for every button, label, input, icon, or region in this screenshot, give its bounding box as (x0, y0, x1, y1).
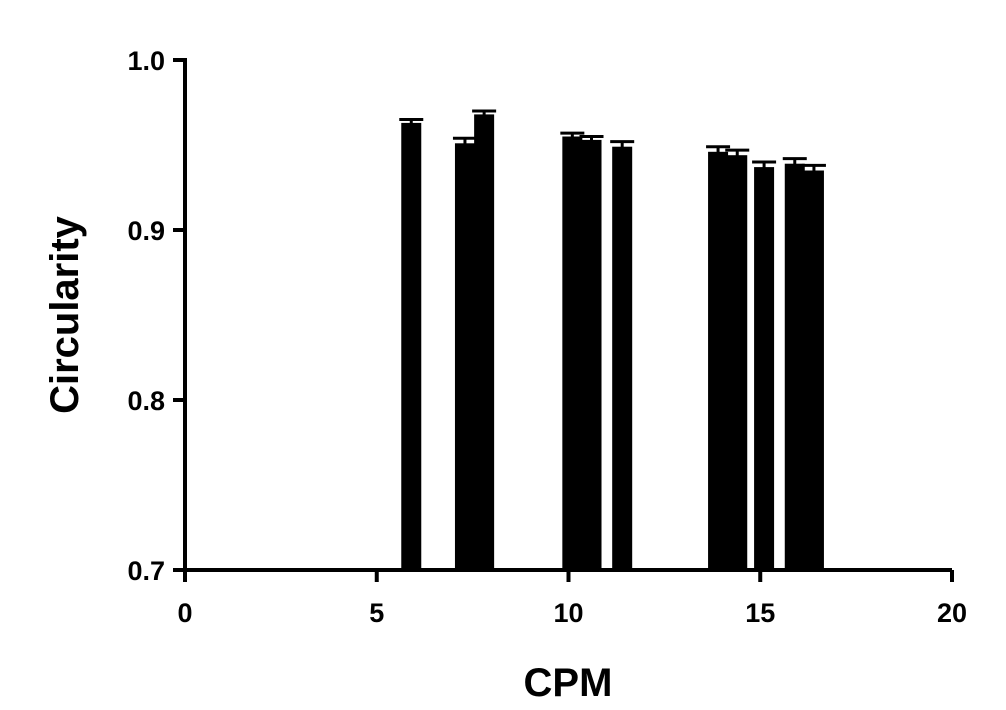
x-tick-label-0: 0 (177, 598, 192, 628)
y-axis-title: Circularity (43, 215, 87, 414)
y-tick-label-1: 0.8 (127, 386, 165, 416)
x-axis-title: CPM (524, 661, 613, 705)
bar-8 (754, 167, 775, 570)
bar-7 (727, 155, 748, 570)
x-tick-label-4: 20 (937, 598, 967, 628)
bar-1 (454, 143, 475, 571)
x-tick-label-1: 5 (369, 598, 384, 628)
bar-4 (581, 139, 602, 570)
ticks: 0.7 0.8 0.9 1.0 0 5 10 15 20 (127, 46, 967, 628)
bar-9 (784, 163, 805, 570)
y-tick-label-0: 0.7 (127, 556, 165, 586)
y-tick-label-3: 1.0 (127, 46, 165, 76)
bar-6 (708, 151, 729, 571)
bar-2 (474, 114, 495, 571)
bars (399, 109, 826, 571)
bar-0 (401, 122, 422, 571)
bar-10 (803, 170, 824, 570)
bar-5 (612, 146, 633, 570)
bar-3 (562, 136, 583, 570)
y-tick-label-2: 0.9 (127, 216, 165, 246)
x-tick-label-3: 15 (745, 598, 775, 628)
x-tick-label-2: 10 (553, 598, 583, 628)
